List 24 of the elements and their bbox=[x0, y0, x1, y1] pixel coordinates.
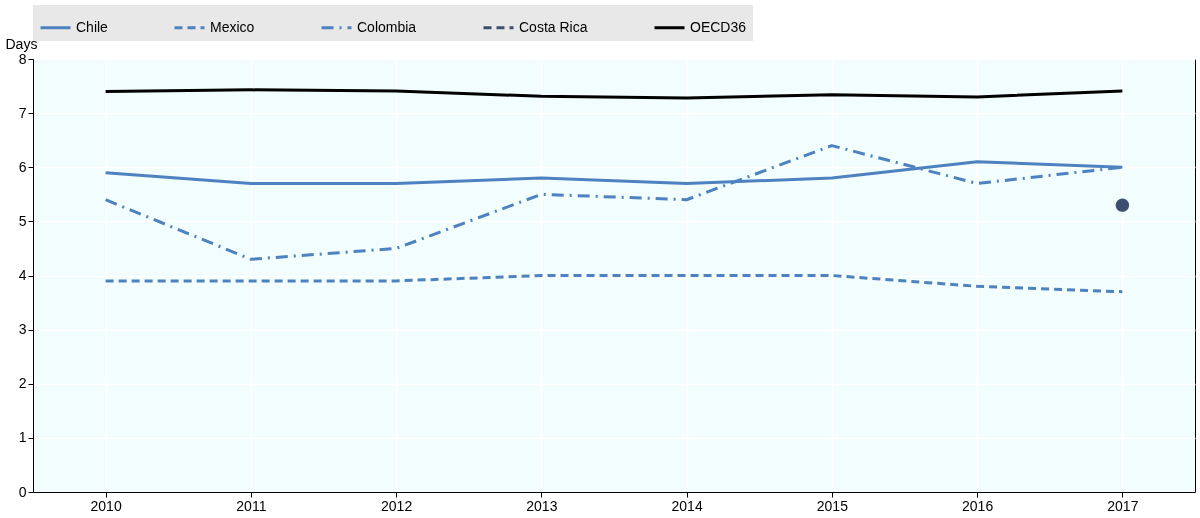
y-tick-label: 7 bbox=[18, 104, 27, 121]
legend-label: Costa Rica bbox=[519, 18, 588, 35]
x-tick-label: 2016 bbox=[962, 497, 994, 514]
legend-label: Colombia bbox=[357, 18, 417, 35]
y-tick-label: 1 bbox=[18, 429, 27, 446]
y-tick-label: 0 bbox=[18, 483, 27, 500]
x-tick-label: 2015 bbox=[816, 497, 849, 514]
y-tick-label: 6 bbox=[18, 158, 27, 175]
x-tick-label: 2012 bbox=[381, 497, 413, 514]
y-tick-label: 5 bbox=[18, 212, 27, 229]
y-tick-label: 2 bbox=[18, 375, 27, 392]
x-tick-label: 2017 bbox=[1107, 497, 1139, 514]
line-series bbox=[104, 88, 1124, 100]
legend-label: Mexico bbox=[210, 18, 255, 35]
x-tick-label: 2013 bbox=[526, 497, 558, 514]
x-tick-label: 2011 bbox=[236, 497, 267, 514]
y-tick-label: 4 bbox=[18, 267, 27, 283]
x-tick-label: 2010 bbox=[90, 497, 122, 514]
y-tick-label: 3 bbox=[18, 321, 27, 338]
y-axis-title: Days bbox=[5, 35, 38, 52]
legend-label: Chile bbox=[76, 18, 109, 35]
line-series bbox=[104, 274, 1124, 294]
legend-label: OECD36 bbox=[690, 18, 747, 35]
x-tick-label: 2014 bbox=[671, 497, 703, 514]
